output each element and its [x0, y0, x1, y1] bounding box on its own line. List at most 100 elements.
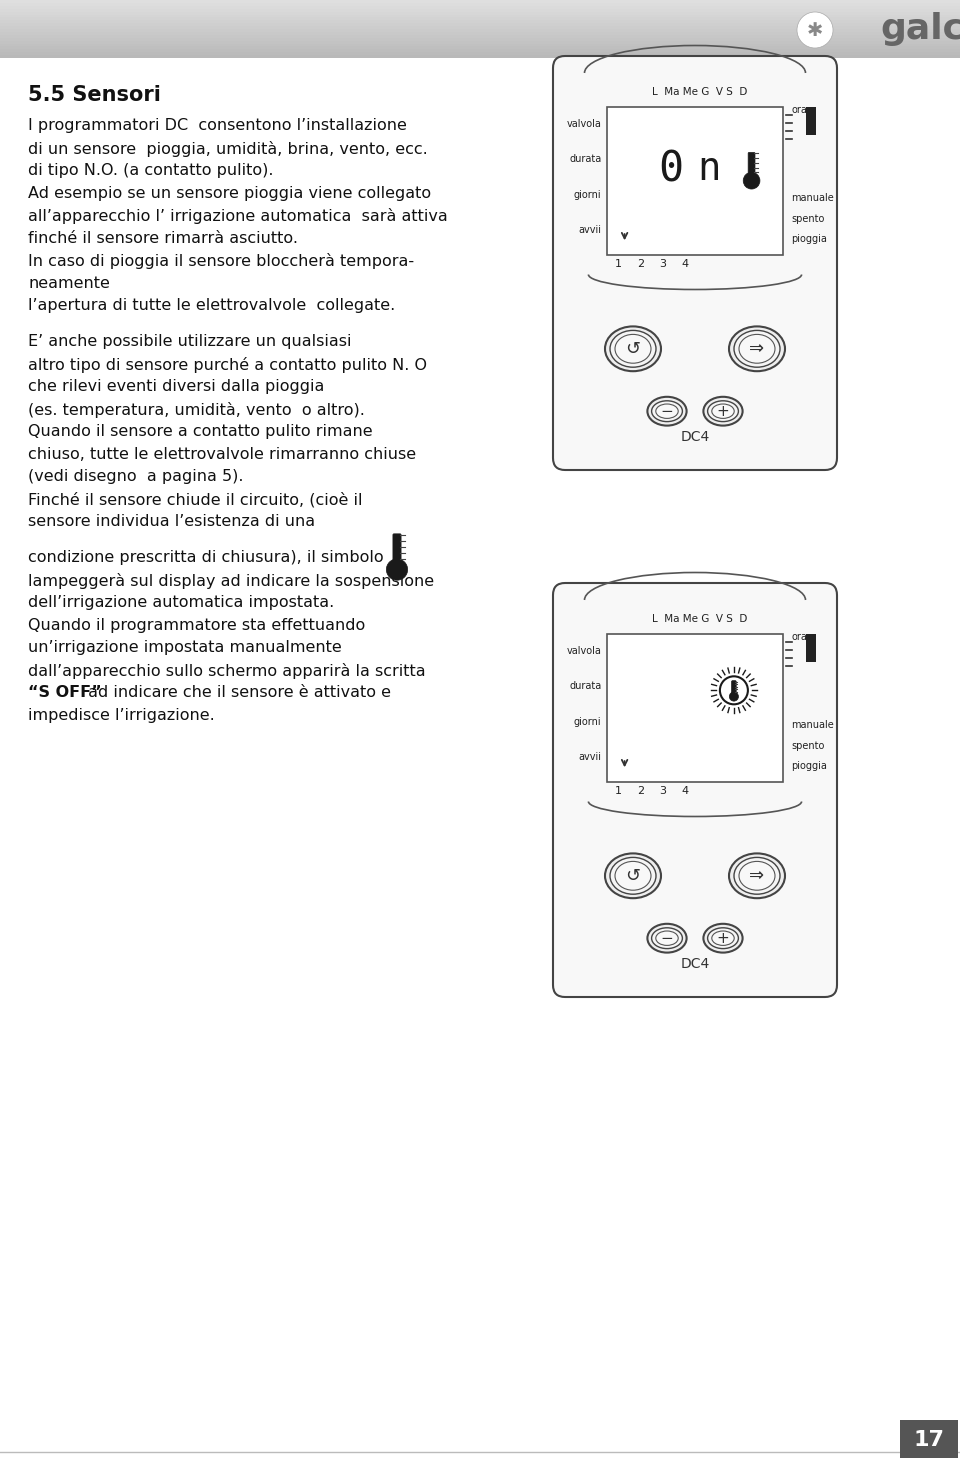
Ellipse shape	[652, 401, 683, 421]
Bar	[0, 3, 960, 6]
Text: ↺: ↺	[625, 868, 640, 885]
Bar	[607, 106, 783, 255]
Text: +: +	[716, 404, 730, 418]
Ellipse shape	[711, 404, 734, 418]
Bar	[607, 634, 783, 781]
Bar	[0, 0, 960, 58]
Circle shape	[743, 172, 760, 190]
Text: di tipo N.O. (a contatto pulito).: di tipo N.O. (a contatto pulito).	[28, 163, 274, 178]
Ellipse shape	[656, 932, 678, 945]
Text: L  Ma Me G  V S  D: L Ma Me G V S D	[652, 87, 748, 98]
Text: giorni: giorni	[574, 716, 602, 726]
Text: E’ anche possibile utilizzare un qualsiasi: E’ anche possibile utilizzare un qualsia…	[28, 334, 351, 348]
Ellipse shape	[734, 857, 780, 894]
Ellipse shape	[647, 924, 686, 952]
Text: impedisce l’irrigazione.: impedisce l’irrigazione.	[28, 707, 215, 723]
Text: n: n	[697, 150, 721, 188]
Text: In caso di pioggia il sensore bloccherà tempora-: In caso di pioggia il sensore bloccherà …	[28, 254, 414, 268]
FancyBboxPatch shape	[553, 583, 837, 997]
Text: giorni: giorni	[574, 190, 602, 200]
Text: avvii: avvii	[579, 752, 602, 763]
Text: DC4: DC4	[681, 956, 709, 971]
Text: spento: spento	[791, 214, 825, 223]
Circle shape	[797, 12, 833, 48]
FancyBboxPatch shape	[393, 534, 401, 570]
Text: I programmatori DC  consentono l’installazione: I programmatori DC consentono l’installa…	[28, 118, 407, 133]
Ellipse shape	[605, 327, 661, 372]
Text: pioggia: pioggia	[791, 235, 828, 245]
Ellipse shape	[605, 853, 661, 898]
Text: ⇒: ⇒	[750, 868, 764, 885]
Ellipse shape	[729, 327, 785, 372]
Text: 3: 3	[660, 786, 666, 796]
Text: Finché il sensore chiude il circuito, (cioè il: Finché il sensore chiude il circuito, (c…	[28, 491, 363, 507]
Text: valvola: valvola	[566, 646, 602, 656]
Bar	[0, 9, 960, 12]
Bar	[0, 41, 960, 44]
Text: “S OFF”: “S OFF”	[28, 685, 102, 700]
Text: sensore individua l’esistenza di una: sensore individua l’esistenza di una	[28, 515, 315, 529]
Text: 17: 17	[914, 1430, 945, 1451]
Ellipse shape	[739, 862, 775, 891]
Text: −: −	[660, 930, 673, 946]
Text: 2: 2	[637, 260, 644, 270]
Text: 2: 2	[637, 786, 644, 796]
Ellipse shape	[704, 397, 743, 426]
Text: ora: ora	[791, 105, 807, 115]
Text: ad indicare che il sensore è attivato e: ad indicare che il sensore è attivato e	[83, 685, 391, 700]
Text: lampeggerà sul display ad indicare la sospensione: lampeggerà sul display ad indicare la so…	[28, 573, 434, 589]
Bar	[0, 47, 960, 50]
Text: 4: 4	[681, 786, 688, 796]
Text: 0: 0	[659, 149, 684, 190]
Circle shape	[386, 558, 408, 580]
Ellipse shape	[704, 924, 743, 952]
Text: ora: ora	[791, 631, 807, 642]
Text: chiuso, tutte le elettrovalvole rimarranno chiuse: chiuso, tutte le elettrovalvole rimarran…	[28, 446, 416, 462]
Circle shape	[730, 693, 738, 701]
FancyBboxPatch shape	[732, 681, 736, 697]
Text: condizione prescritta di chiusura), il simbolo: condizione prescritta di chiusura), il s…	[28, 550, 384, 566]
Text: (vedi disegno  a pagina 5).: (vedi disegno a pagina 5).	[28, 469, 244, 484]
Ellipse shape	[708, 401, 738, 421]
Bar	[0, 20, 960, 23]
Bar	[900, 1420, 958, 1458]
FancyBboxPatch shape	[553, 55, 837, 469]
Bar	[0, 55, 960, 58]
Bar	[0, 35, 960, 38]
Text: galcon: galcon	[880, 12, 960, 47]
Bar	[0, 23, 960, 26]
Text: un’irrigazione impostata manualmente: un’irrigazione impostata manualmente	[28, 640, 342, 655]
Ellipse shape	[729, 853, 785, 898]
Ellipse shape	[708, 927, 738, 949]
Bar	[0, 26, 960, 29]
Text: all’apparecchio l’ irrigazione automatica  sarà attiva: all’apparecchio l’ irrigazione automatic…	[28, 208, 447, 225]
Text: Quando il programmatore sta effettuando: Quando il programmatore sta effettuando	[28, 618, 365, 633]
Text: altro tipo di sensore purché a contatto pulito N. O: altro tipo di sensore purché a contatto …	[28, 357, 427, 372]
Ellipse shape	[615, 334, 651, 363]
Text: di un sensore  pioggia, umidità, brina, vento, ecc.: di un sensore pioggia, umidità, brina, v…	[28, 140, 428, 156]
Text: valvola: valvola	[566, 120, 602, 128]
Ellipse shape	[656, 404, 678, 418]
Bar	[0, 17, 960, 20]
Text: Ad esempio se un sensore pioggia viene collegato: Ad esempio se un sensore pioggia viene c…	[28, 185, 431, 201]
Ellipse shape	[652, 927, 683, 949]
Ellipse shape	[610, 857, 656, 894]
Ellipse shape	[739, 334, 775, 363]
Ellipse shape	[647, 397, 686, 426]
Text: finché il sensore rimarrà asciutto.: finché il sensore rimarrà asciutto.	[28, 230, 298, 245]
Text: 1: 1	[615, 786, 622, 796]
Text: 5.5 Sensori: 5.5 Sensori	[28, 85, 161, 105]
Bar	[0, 58, 960, 60]
Bar	[0, 15, 960, 17]
Text: (es. temperatura, umidità, vento  o altro).: (es. temperatura, umidità, vento o altro…	[28, 401, 365, 417]
Text: ✱: ✱	[806, 20, 823, 39]
Text: ⇒: ⇒	[750, 340, 764, 357]
Bar	[0, 6, 960, 9]
Text: durata: durata	[569, 681, 602, 691]
Ellipse shape	[615, 862, 651, 891]
Bar	[0, 0, 960, 3]
Text: dell’irrigazione automatica impostata.: dell’irrigazione automatica impostata.	[28, 595, 334, 609]
Text: neamente: neamente	[28, 276, 109, 290]
Text: 3: 3	[660, 260, 666, 270]
Ellipse shape	[711, 932, 734, 945]
